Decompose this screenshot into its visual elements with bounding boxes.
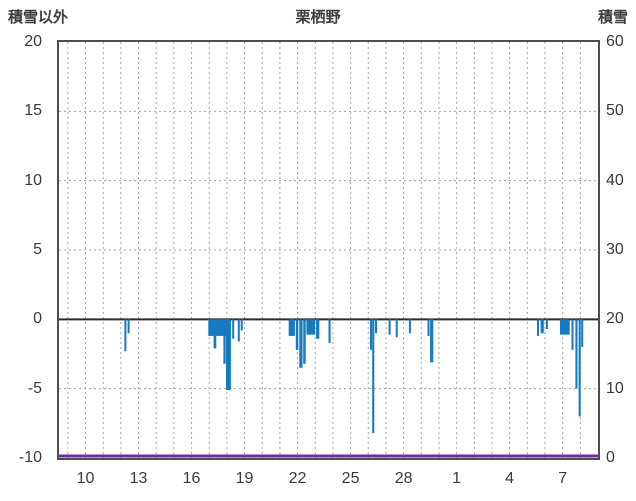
bar [370, 319, 372, 350]
bar [328, 319, 331, 343]
bar [303, 319, 306, 364]
bar [578, 319, 581, 417]
bar [288, 319, 295, 336]
bar [372, 319, 375, 434]
right-axis-tick-label: 20 [606, 310, 624, 328]
x-axis-tick-label: 25 [341, 470, 360, 487]
plot-area [57, 40, 600, 460]
right-axis-tick-label: 40 [606, 171, 624, 189]
x-axis-tick-label: 28 [394, 470, 413, 487]
x-axis-tick-label: 1 [452, 470, 462, 487]
x-axis-tick-label: 10 [76, 470, 95, 487]
x-axis-tick-label: 16 [182, 470, 201, 487]
bar [306, 319, 316, 335]
right-axis-tick-label: 0 [606, 449, 615, 466]
bar [232, 319, 235, 339]
right-axis-tick-label: 10 [606, 379, 624, 397]
bar [395, 319, 398, 338]
bar [295, 319, 299, 350]
bar [571, 319, 574, 350]
bar [545, 319, 548, 330]
plot-canvas [59, 42, 598, 458]
x-axis-tick-label: 7 [558, 470, 568, 487]
left-axis-tick-label: -5 [27, 379, 42, 397]
left-axis-tick-label: 15 [24, 102, 42, 120]
x-axis-tick-label: 19 [235, 470, 254, 487]
right-axis-tick-label: 30 [606, 241, 624, 258]
bar [223, 319, 226, 364]
left-axis-tick-label: 10 [24, 171, 42, 189]
bar [127, 319, 130, 334]
bar [124, 319, 127, 352]
left-axis-tick-label: 20 [24, 33, 42, 50]
left-axis-tick-label: 0 [33, 310, 42, 328]
bar [408, 319, 411, 334]
bar [430, 319, 434, 363]
left-axis-tick-label: -10 [18, 449, 42, 466]
bar [581, 319, 584, 348]
bar [375, 319, 377, 334]
bar [540, 319, 544, 334]
right-axis-title: 積雪 [597, 9, 628, 26]
left-axis-tick-label: 5 [33, 241, 42, 258]
x-axis-tick-label: 22 [288, 470, 307, 487]
right-axis-tick-label: 60 [606, 33, 624, 50]
x-axis-tick-label: 4 [505, 470, 515, 487]
bar [575, 319, 578, 389]
bar [560, 319, 570, 335]
bar [213, 319, 217, 349]
x-axis-tick-label: 13 [129, 470, 148, 487]
left-axis-title: 積雪以外 [8, 9, 69, 26]
bar [316, 319, 320, 339]
bar [388, 319, 391, 335]
bar [299, 319, 303, 368]
bar [226, 319, 231, 391]
bar [237, 319, 240, 342]
right-axis-tick-label: 50 [606, 102, 624, 120]
bar [240, 319, 243, 331]
chart-title: 栗栖野 [295, 9, 341, 26]
bar [427, 319, 430, 336]
bar [537, 319, 539, 336]
